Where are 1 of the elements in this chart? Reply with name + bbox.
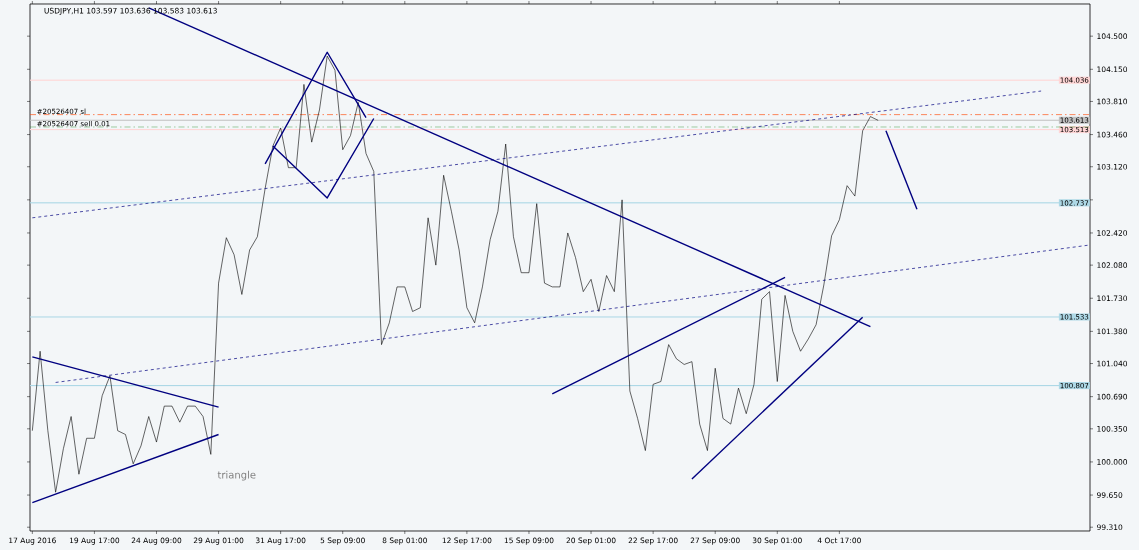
- annotation: triangle: [217, 470, 256, 481]
